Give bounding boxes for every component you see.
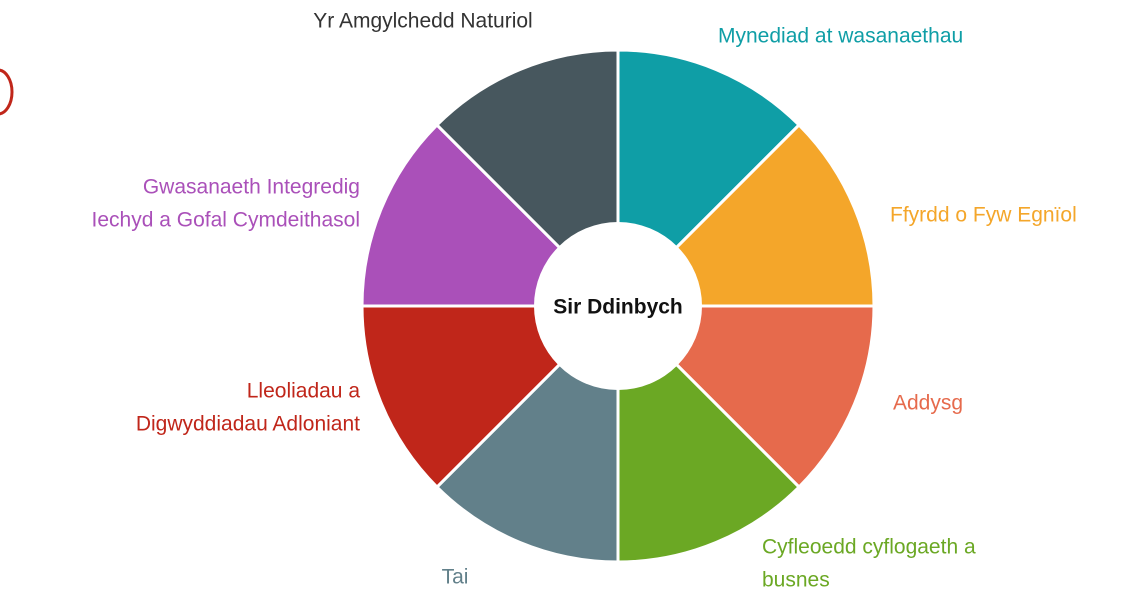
segment-label: Addysg <box>893 392 963 415</box>
segment-label: busnes <box>762 569 830 592</box>
segment-label: Lleoliadau a <box>247 380 361 403</box>
decoration-arc <box>0 68 14 116</box>
segment-label: Yr Amgylchedd Naturiol <box>313 10 532 33</box>
segment-label: Gwasanaeth Integredig <box>143 176 360 199</box>
segment-label: Iechyd a Gofal Cymdeithasol <box>92 209 360 232</box>
center-label: Sir Ddinbych <box>553 296 683 319</box>
center-circle <box>534 222 702 390</box>
segment-label: Digwyddiadau Adloniant <box>136 413 360 436</box>
segment-label: Cyfleoedd cyflogaeth a <box>762 536 976 559</box>
segment-label: Tai <box>442 566 469 589</box>
segment-label: Ffyrdd o Fyw Egnïol <box>890 204 1077 227</box>
segment-label: Mynediad at wasanaethau <box>718 25 963 48</box>
